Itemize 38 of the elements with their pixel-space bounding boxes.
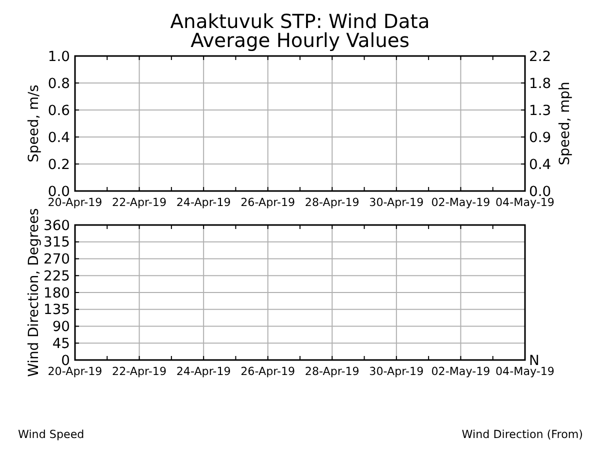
x-tick-label: 24-Apr-19 xyxy=(176,196,231,209)
y2-tick-label: 0.4 xyxy=(529,156,552,173)
x-tick-label: 26-Apr-19 xyxy=(240,365,296,378)
y-tick-label: 270 xyxy=(43,252,70,268)
y-tick-label: 225 xyxy=(43,268,70,284)
x-tick-label: 04-May-19 xyxy=(496,196,554,209)
y-tick-label: 45 xyxy=(52,336,70,352)
y-tick-label: 0.4 xyxy=(48,130,70,146)
x-tick-label: 02-May-19 xyxy=(431,196,490,209)
y-tick-label: 1.0 xyxy=(48,48,70,65)
y-tick-label: 0.8 xyxy=(48,76,70,92)
y2-tick-label: 2.2 xyxy=(529,48,552,65)
y-axis-title: Speed, m/s xyxy=(26,84,42,162)
y-tick-label: 0.2 xyxy=(48,156,70,173)
x-tick-label: 30-Apr-19 xyxy=(369,196,424,209)
y2-tick-label: 1.8 xyxy=(529,76,552,92)
text: Wind Direction (From) xyxy=(462,428,583,441)
x-tick-label: 28-Apr-19 xyxy=(304,365,360,378)
y-tick-label: 180 xyxy=(43,285,70,302)
x-tick-label: 30-Apr-19 xyxy=(369,365,424,378)
y-tick-label: 90 xyxy=(52,319,70,336)
y-tick-label: 315 xyxy=(43,234,70,251)
x-tick-label: 22-Apr-19 xyxy=(112,196,167,209)
y-axis-title: Wind Direction, Degrees xyxy=(26,208,42,377)
x-tick-label: 20-Apr-19 xyxy=(48,365,102,378)
text: Wind Speed xyxy=(18,428,84,441)
x-tick-label: 02-May-19 xyxy=(431,365,490,378)
y2-tick-label: 0.9 xyxy=(529,130,552,146)
y-tick-label: 135 xyxy=(43,302,70,318)
y2-tick-label: 1.3 xyxy=(529,102,552,119)
x-tick-label: 20-Apr-19 xyxy=(48,196,102,209)
y2-axis-title: Speed, mph xyxy=(556,82,573,166)
y-tick-label: 0.6 xyxy=(48,102,70,119)
x-tick-label: 24-Apr-19 xyxy=(176,365,231,378)
x-tick-label: 28-Apr-19 xyxy=(304,196,360,209)
x-tick-label: 22-Apr-19 xyxy=(112,365,167,378)
x-tick-label: 26-Apr-19 xyxy=(240,196,296,209)
y-tick-label: 360 xyxy=(43,218,70,234)
